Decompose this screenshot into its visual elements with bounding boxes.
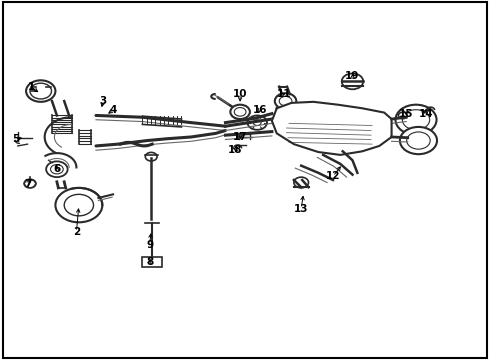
Text: 11: 11 (277, 89, 292, 99)
Polygon shape (272, 102, 392, 155)
Circle shape (253, 120, 261, 126)
Text: 19: 19 (345, 71, 360, 81)
Text: 8: 8 (146, 257, 153, 267)
Circle shape (398, 112, 407, 119)
Text: 6: 6 (53, 164, 60, 174)
Text: 2: 2 (73, 227, 80, 237)
Circle shape (395, 105, 437, 135)
Text: 14: 14 (418, 109, 433, 119)
Text: 5: 5 (12, 134, 19, 144)
Circle shape (342, 73, 363, 89)
Circle shape (24, 179, 36, 188)
Text: 15: 15 (399, 109, 414, 119)
Circle shape (146, 152, 157, 161)
Circle shape (64, 194, 94, 216)
Circle shape (279, 96, 292, 106)
Text: 10: 10 (233, 89, 247, 99)
Circle shape (55, 188, 102, 222)
Circle shape (400, 127, 437, 154)
Text: 16: 16 (252, 105, 267, 115)
Circle shape (275, 93, 296, 109)
Text: 1: 1 (27, 82, 35, 92)
Text: 12: 12 (326, 171, 340, 181)
Text: 7: 7 (24, 179, 31, 189)
Text: 13: 13 (294, 204, 308, 214)
Circle shape (230, 105, 250, 119)
Text: 17: 17 (233, 132, 247, 142)
Circle shape (26, 80, 55, 102)
Circle shape (50, 165, 63, 174)
Circle shape (407, 132, 430, 149)
Text: 4: 4 (109, 105, 117, 115)
Circle shape (234, 108, 246, 116)
Circle shape (402, 110, 430, 130)
Text: 9: 9 (146, 239, 153, 249)
Circle shape (46, 161, 68, 177)
Text: 3: 3 (99, 96, 107, 106)
Circle shape (247, 116, 267, 130)
Circle shape (30, 83, 51, 99)
Text: 18: 18 (228, 144, 243, 154)
